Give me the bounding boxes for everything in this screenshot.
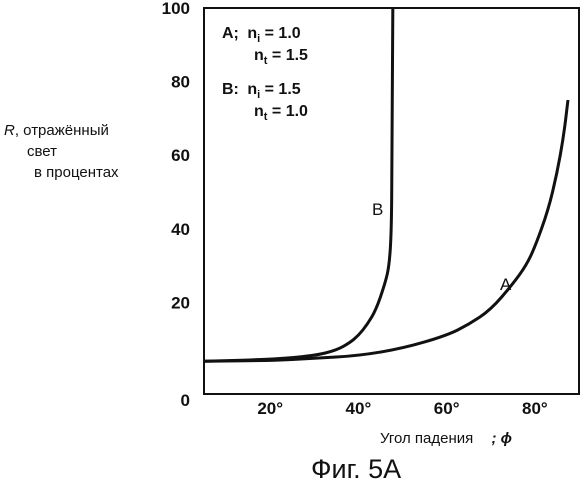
y-tick-label: 20	[171, 293, 190, 312]
curve-label-a: A	[500, 275, 512, 294]
series-line-a	[204, 100, 568, 361]
y-tick-label: 80	[171, 73, 190, 92]
x-tick-label: 80°	[522, 399, 548, 418]
y-tick-label: 60	[171, 146, 190, 165]
legend-a-ni: A; ni = 1.0	[222, 25, 301, 45]
y-tick-label: 0	[181, 391, 190, 410]
y-tick-label: 100	[162, 0, 190, 18]
legend-b-nt: nt = 1.0	[254, 103, 308, 123]
legend-b-ni: B: ni = 1.5	[222, 81, 301, 101]
x-ticks: 20° 40° 60° 80°	[257, 399, 548, 418]
x-axis-label: Угол падения ; ϕ	[380, 430, 512, 447]
legend-a-nt: nt = 1.5	[254, 47, 308, 67]
x-axis-symbol: ; ϕ	[491, 430, 512, 447]
figure-caption: Фиг. 5A	[311, 454, 401, 485]
legend: A; ni = 1.0 nt = 1.5 B: ni = 1.5 nt = 1.…	[222, 25, 308, 123]
y-tick-label: 40	[171, 220, 190, 239]
x-axis-label-text: Угол падения	[380, 430, 473, 447]
x-tick-label: 40°	[346, 399, 372, 418]
y-ticks: 0 20 40 60 80 100	[162, 0, 190, 410]
x-tick-label: 60°	[434, 399, 460, 418]
curve-label-b: B	[372, 200, 383, 219]
x-tick-label: 20°	[257, 399, 283, 418]
